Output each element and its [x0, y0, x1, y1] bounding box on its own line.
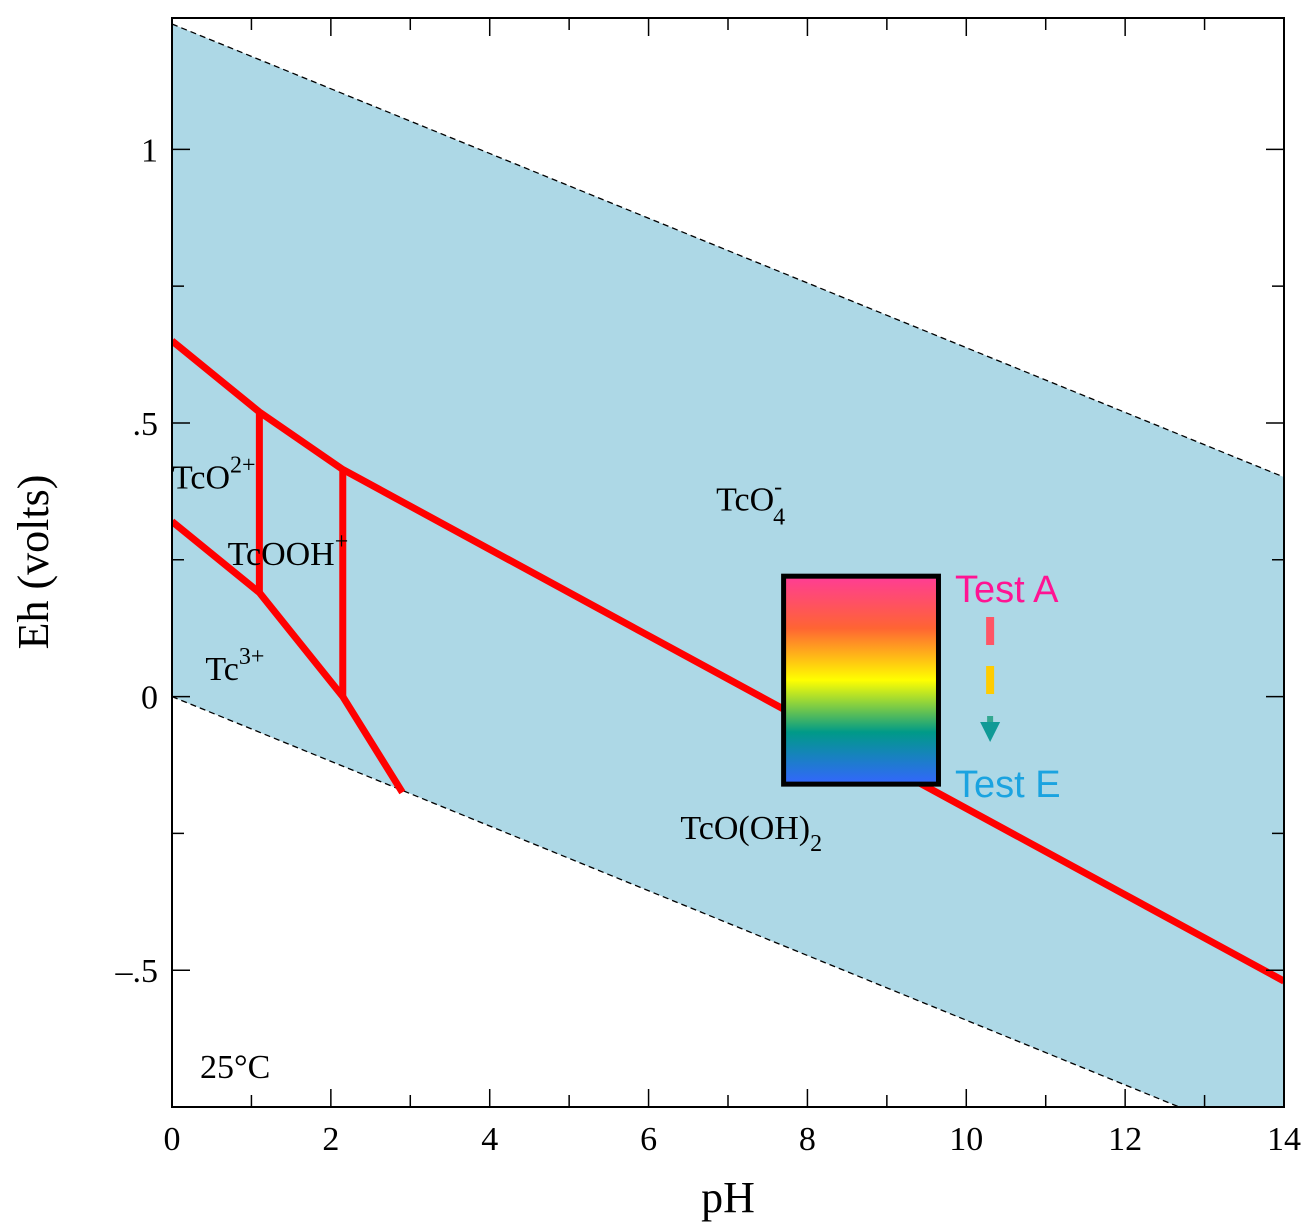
x-tick-label: 0	[164, 1121, 181, 1158]
x-tick-label: 12	[1108, 1121, 1142, 1158]
test-a-label: Test A	[955, 569, 1059, 611]
upper-water-limit-line	[172, 23, 1284, 478]
species-label-2: TcOOH+	[228, 529, 349, 573]
temperature-label: 25°C	[200, 1049, 270, 1086]
boundary-line-2	[172, 518, 406, 795]
arrow-head-icon	[980, 722, 1001, 742]
lower-water-limit-line	[172, 695, 1181, 1107]
species-label-3: Tc3+	[205, 644, 264, 688]
arrow-dash-1	[986, 617, 995, 645]
test-range-box	[781, 573, 941, 787]
y-tick-label: 0	[141, 680, 158, 717]
arrow-dash-2	[986, 666, 995, 694]
test-e-label: Test E	[955, 764, 1061, 806]
x-tick-label: 8	[799, 1121, 816, 1158]
y-tick-label: .5	[133, 406, 159, 443]
x-tick-label: 14	[1267, 1121, 1301, 1158]
species-label-1: TcO2+	[172, 453, 256, 497]
species-label-4: TcO-4	[716, 475, 785, 531]
water-stability-field	[172, 24, 1284, 1107]
y-axis-label: Eh (volts)	[9, 475, 58, 650]
x-axis-label: pH	[701, 1173, 755, 1222]
arrow-dash-3	[987, 716, 994, 726]
x-tick-label: 6	[640, 1121, 657, 1158]
x-tick-label: 4	[481, 1121, 498, 1158]
species-label-5: TcO(OH)2	[680, 810, 822, 857]
y-tick-label: –.5	[115, 953, 159, 990]
y-tick-label: 1	[141, 132, 158, 169]
x-tick-label: 10	[949, 1121, 983, 1158]
x-tick-label: 2	[322, 1121, 339, 1158]
